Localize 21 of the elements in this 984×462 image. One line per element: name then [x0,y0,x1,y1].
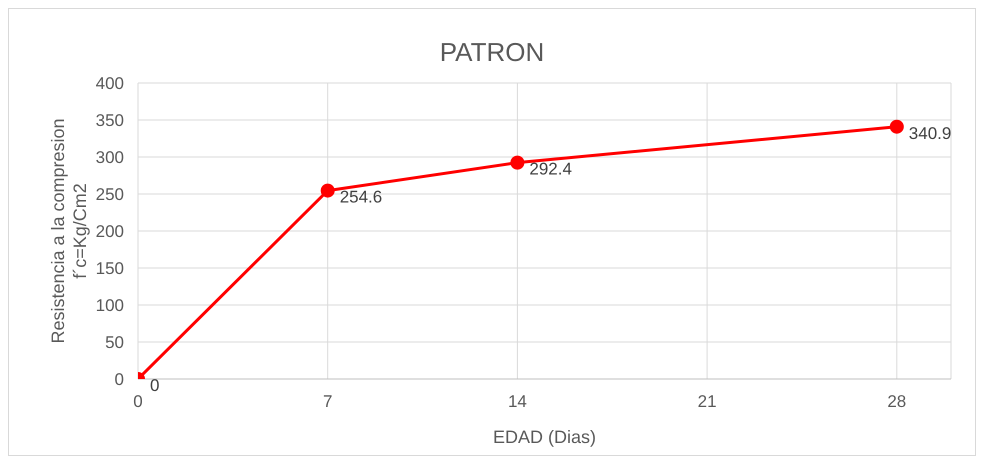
y-axis-title: Resistencia a la compresion f´c=Kg/Cm2 [47,118,91,344]
y-tick-label: 350 [96,111,124,130]
x-tick-label: 14 [508,392,527,412]
x-tick-label: 7 [322,392,332,412]
x-tick-label: 28 [887,392,906,412]
y-tick-label: 400 [96,74,124,94]
y-tick-label: 100 [96,296,124,316]
data-label: 340.9 [908,124,952,143]
x-tick-label: 0 [133,392,143,412]
data-label: 0 [150,376,160,396]
y-tick-label: 0 [114,370,124,390]
y-tick-label: 150 [96,259,124,278]
y-tick-label: 300 [96,148,124,168]
x-axis-title: EDAD (Dias) [492,427,597,448]
y-tick-label: 250 [96,185,124,204]
data-label: 292.4 [529,160,572,179]
y-tick-label: 50 [105,333,124,352]
chart-title: PATRON [438,37,546,68]
data-label: 254.6 [340,188,382,207]
x-tick-label: 21 [698,392,717,412]
y-tick-label: 200 [96,222,124,242]
